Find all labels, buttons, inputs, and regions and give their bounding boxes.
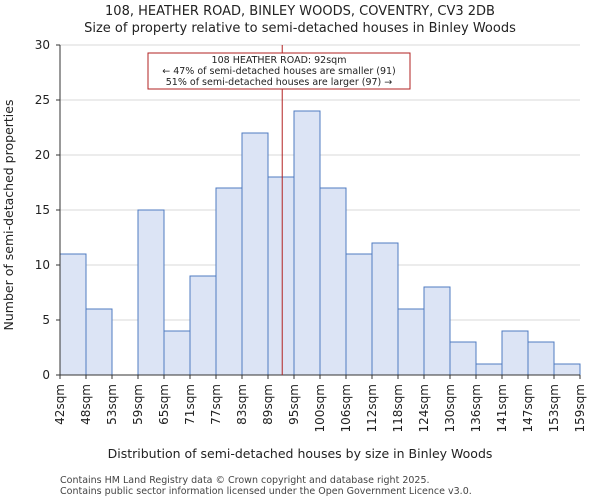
y-tick-label: 25 — [35, 93, 50, 107]
x-tick-label: 100sqm — [313, 384, 327, 432]
bar-112sqm — [371, 242, 399, 376]
y-tick-label: 5 — [42, 313, 50, 327]
y-tick-label: 15 — [35, 203, 50, 217]
annotation-box: 108 HEATHER ROAD: 92sqm ← 47% of semi-de… — [147, 52, 411, 90]
x-tick-label: 147sqm — [521, 384, 535, 432]
annotation-line3: 51% of semi-detached houses are larger (… — [166, 77, 393, 88]
bar-100sqm — [319, 187, 347, 376]
x-tick-label: 71sqm — [183, 384, 197, 425]
x-tick-label: 83sqm — [235, 384, 249, 425]
y-tick-label: 0 — [42, 368, 50, 382]
annotation-frame — [147, 52, 411, 90]
bar-71sqm — [189, 275, 217, 376]
y-tick-label: 10 — [35, 258, 50, 272]
chart-title: 108, HEATHER ROAD, BINLEY WOODS, COVENTR… — [105, 4, 495, 19]
x-tick-label: 136sqm — [469, 384, 483, 432]
bar-95sqm — [293, 110, 321, 376]
y-tick-label: 30 — [35, 38, 50, 52]
footer-line2: Contains public sector information licen… — [60, 486, 472, 497]
x-tick-label: 124sqm — [417, 384, 431, 432]
bar-106sqm — [345, 253, 373, 376]
x-axis-label: Distribution of semi-detached houses by … — [108, 446, 493, 461]
annotation-line1: 108 HEATHER ROAD: 92sqm — [212, 55, 347, 66]
bar-147sqm — [527, 341, 555, 376]
x-tick-label: 77sqm — [209, 384, 223, 425]
bar-65sqm — [163, 330, 191, 376]
bar-42sqm — [59, 253, 87, 376]
x-tick-label: 42sqm — [53, 384, 67, 425]
x-tick-label: 106sqm — [339, 384, 353, 432]
x-tick-label: 89sqm — [261, 384, 275, 425]
bar-83sqm — [241, 132, 269, 376]
bars — [59, 110, 581, 376]
x-tick-label: 59sqm — [131, 384, 145, 425]
x-tick-label: 95sqm — [287, 384, 301, 425]
y-tick-labels: 0 5 10 15 20 25 30 — [35, 38, 60, 382]
x-tick-labels: 42sqm 48sqm 53sqm 59sqm 65sqm 71sqm 77sqm 83sqm… — [53, 375, 587, 432]
bar-118sqm — [397, 308, 425, 376]
y-axis-label: Number of semi-detached properties — [1, 100, 16, 331]
x-tick-label: 118sqm — [391, 384, 405, 432]
bar-124sqm — [423, 286, 451, 376]
x-tick-label: 141sqm — [495, 384, 509, 432]
bar-141sqm — [501, 330, 529, 376]
x-tick-label: 130sqm — [443, 384, 457, 432]
chart-subtitle: Size of property relative to semi-detach… — [84, 21, 516, 36]
annotation-line2: ← 47% of semi-detached houses are smalle… — [162, 66, 396, 77]
bar-48sqm — [85, 308, 113, 376]
bar-89sqm — [267, 176, 295, 376]
bar-130sqm — [449, 341, 477, 376]
footer-line1: Contains HM Land Registry data © Crown c… — [60, 475, 430, 486]
x-tick-label: 112sqm — [365, 384, 379, 432]
x-tick-label: 65sqm — [157, 384, 171, 425]
x-tick-label: 48sqm — [79, 384, 93, 425]
bar-59sqm — [137, 209, 165, 376]
bar-77sqm — [215, 187, 243, 376]
x-tick-label: 53sqm — [105, 384, 119, 425]
bar-153sqm — [553, 363, 581, 376]
x-tick-label: 159sqm — [573, 384, 587, 432]
x-tick-label: 153sqm — [547, 384, 561, 432]
bar-136sqm — [475, 363, 503, 376]
y-tick-label: 20 — [35, 148, 50, 162]
